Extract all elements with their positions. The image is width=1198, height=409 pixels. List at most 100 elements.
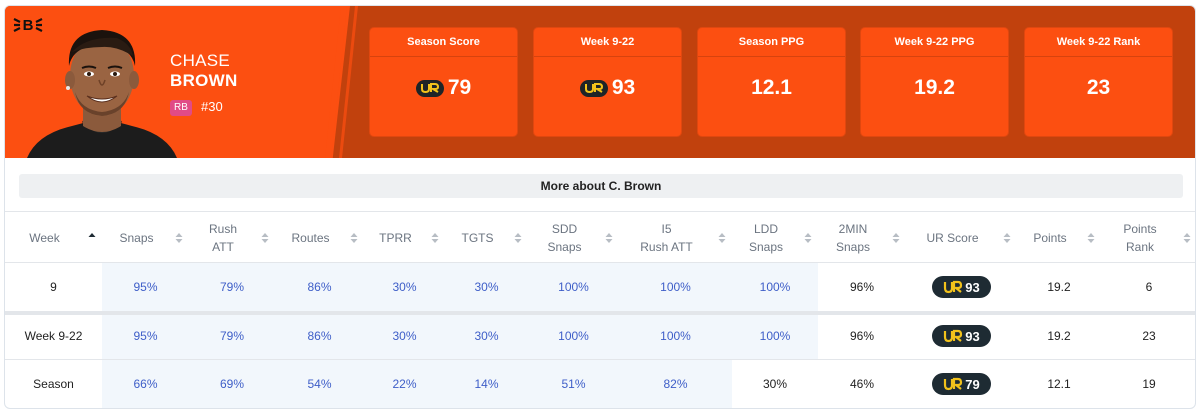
player-card: B bbox=[4, 5, 1196, 409]
column-header-label: TGTS bbox=[461, 231, 494, 245]
table-cell: 100% bbox=[759, 329, 791, 343]
sort-icon[interactable] bbox=[350, 232, 358, 244]
column-header-label: LDD Snaps bbox=[748, 222, 784, 254]
ur-logo-icon bbox=[415, 79, 444, 97]
stat-value: 23 bbox=[1025, 76, 1172, 100]
column-header[interactable]: 2MIN Snaps bbox=[818, 212, 906, 264]
player-headshot bbox=[27, 30, 177, 158]
more-about-button[interactable]: More about C. Brown bbox=[19, 174, 1183, 198]
stat-value: 79 bbox=[370, 76, 517, 100]
table-cell: 6 bbox=[1145, 280, 1153, 294]
table-cell: 66% bbox=[133, 377, 158, 391]
player-last-name: BROWN bbox=[170, 71, 238, 90]
table-row: Week 9-22 95% 79% 86% 30% 30% 100% 100% 100% 96% 9… bbox=[5, 312, 1195, 360]
column-header[interactable]: LDD Snaps bbox=[732, 212, 818, 264]
sort-icon[interactable] bbox=[1087, 232, 1095, 244]
sort-icon[interactable] bbox=[718, 232, 726, 244]
sort-icon[interactable] bbox=[1183, 232, 1191, 244]
table-cell: 54% bbox=[307, 377, 332, 391]
column-header[interactable]: Snaps bbox=[102, 212, 189, 264]
player-first-name: CHASE bbox=[170, 51, 231, 70]
ur-score-badge: 79 bbox=[932, 373, 991, 395]
column-header[interactable]: Rush ATT bbox=[189, 212, 275, 264]
svg-text:B: B bbox=[23, 17, 34, 34]
ur-logo-icon bbox=[944, 280, 963, 294]
table-cell: 100% bbox=[759, 280, 791, 294]
stat-box-week-ppg: Week 9-22 PPG 19.2 bbox=[860, 27, 1009, 137]
column-header-label: Snaps bbox=[119, 231, 154, 245]
column-header[interactable]: Routes bbox=[275, 212, 364, 264]
sort-asc-icon[interactable] bbox=[88, 232, 96, 244]
column-header-label: Routes bbox=[291, 231, 330, 245]
table-header: Week Snaps Rush ATT Routes TPRR TGTS SDD Snaps I5… bbox=[5, 211, 1195, 264]
ur-score-value: 93 bbox=[965, 279, 980, 295]
table-cell: Week 9-22 bbox=[24, 329, 83, 343]
stat-label: Week 9-22 PPG bbox=[861, 28, 1008, 57]
sort-icon[interactable] bbox=[514, 232, 522, 244]
column-header[interactable]: I5 Rush ATT bbox=[619, 212, 732, 264]
table-cell: 9 bbox=[50, 280, 57, 294]
table-cell: 79% bbox=[219, 280, 245, 294]
table-row: Season 66% 69% 54% 22% 14% 51% 82% 30% 46% 79 12.1 1… bbox=[5, 360, 1195, 408]
table-cell: 19.2 bbox=[1047, 280, 1071, 294]
column-header[interactable]: TGTS bbox=[445, 212, 528, 264]
row-divider bbox=[5, 359, 1195, 360]
table-cell: 79 bbox=[906, 360, 1017, 408]
sort-icon[interactable] bbox=[175, 232, 183, 244]
table-cell: 14% bbox=[474, 377, 499, 391]
table-cell: 100% bbox=[558, 329, 589, 343]
stat-label: Week 9-22 Rank bbox=[1025, 28, 1172, 57]
table-cell: 12.1 bbox=[1047, 377, 1071, 391]
table-cell: 30% bbox=[474, 280, 499, 294]
sort-icon[interactable] bbox=[431, 232, 439, 244]
table-row: 9 95% 79% 86% 30% 30% 100% 100% 100% 96% 93 19.2 6 bbox=[5, 263, 1195, 311]
column-header[interactable]: SDD Snaps bbox=[528, 212, 619, 264]
stat-label: Season Score bbox=[370, 28, 517, 57]
stat-box-week-score: Week 9-22 93 bbox=[533, 27, 682, 137]
stat-box-week-rank: Week 9-22 Rank 23 bbox=[1024, 27, 1173, 137]
table-cell: 30% bbox=[474, 329, 499, 343]
column-header-label: Points bbox=[1033, 231, 1067, 245]
table-cell: 69% bbox=[219, 377, 245, 391]
column-header-label: Rush ATT bbox=[208, 222, 237, 254]
table-cell: 100% bbox=[558, 280, 589, 294]
table-cell: Season bbox=[33, 377, 74, 391]
table-cell: 100% bbox=[660, 329, 691, 343]
table-cell: 46% bbox=[849, 377, 875, 391]
column-header[interactable]: TPRR bbox=[364, 212, 445, 264]
column-header-label: 2MIN Snaps bbox=[835, 222, 871, 254]
column-header-label: SDD Snaps bbox=[547, 222, 582, 254]
column-header[interactable]: Week bbox=[5, 212, 102, 264]
stat-value-text: 93 bbox=[611, 76, 636, 99]
column-header-label: Week bbox=[29, 231, 60, 245]
table-cell: 100% bbox=[660, 280, 691, 294]
sort-icon[interactable] bbox=[261, 232, 269, 244]
jersey-number: #30 bbox=[201, 99, 223, 114]
stat-value: 19.2 bbox=[861, 76, 1008, 100]
table-cell: 96% bbox=[849, 280, 875, 294]
table-cell: 23 bbox=[1142, 329, 1156, 343]
table-cell: 96% bbox=[849, 329, 875, 343]
sort-icon[interactable] bbox=[804, 232, 812, 244]
stat-value: 12.1 bbox=[698, 76, 845, 100]
column-header-label: TPRR bbox=[379, 231, 412, 245]
table-cell: 19 bbox=[1142, 377, 1156, 391]
table-cell: 22% bbox=[392, 377, 417, 391]
sort-icon[interactable] bbox=[892, 232, 900, 244]
column-header[interactable]: Points Rank bbox=[1101, 212, 1195, 264]
stat-value-text: 12.1 bbox=[751, 76, 792, 99]
sort-icon[interactable] bbox=[1003, 232, 1011, 244]
column-header[interactable]: UR Score bbox=[906, 212, 1017, 264]
table-cell: 93 bbox=[906, 263, 1017, 311]
table-cell: 95% bbox=[133, 329, 158, 343]
stat-box-season-ppg: Season PPG 12.1 bbox=[697, 27, 846, 137]
stat-value: 93 bbox=[534, 76, 681, 100]
stat-label: Season PPG bbox=[698, 28, 845, 57]
column-header-label: Points Rank bbox=[1123, 222, 1157, 254]
ur-score-value: 79 bbox=[965, 376, 980, 392]
bengals-logo-icon: B bbox=[11, 15, 45, 35]
row-divider bbox=[5, 311, 1195, 315]
ur-score-badge: 93 bbox=[932, 325, 991, 347]
column-header[interactable]: Points bbox=[1017, 212, 1101, 264]
sort-icon[interactable] bbox=[605, 232, 613, 244]
